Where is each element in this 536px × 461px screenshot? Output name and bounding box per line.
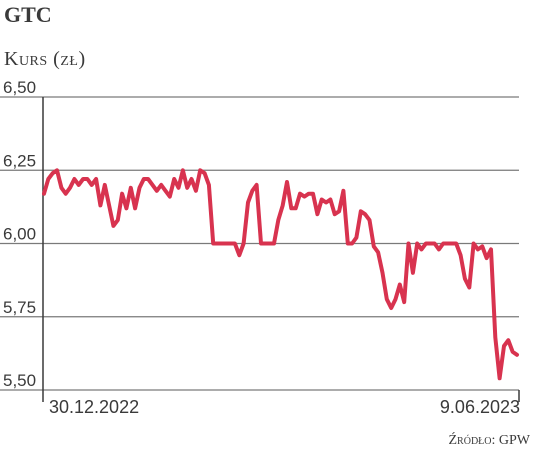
x-tick-end: 9.06.2023 bbox=[440, 397, 520, 417]
x-tick-start: 30.12.2022 bbox=[49, 397, 139, 417]
y-tick-label: 6,25 bbox=[3, 151, 36, 170]
source-note: Źródło: GPW bbox=[449, 431, 531, 448]
y-tick-label: 6,50 bbox=[3, 78, 36, 97]
y-tick-label: 5,50 bbox=[3, 371, 36, 390]
y-tick-label: 6,00 bbox=[3, 225, 36, 244]
price-series-line bbox=[42, 168, 519, 381]
y-axis-ticks: 6,50 6,25 6,00 5,75 5,50 bbox=[3, 78, 36, 390]
y-tick-label: 5,75 bbox=[3, 298, 36, 317]
chart-subtitle: Kurs (zł) bbox=[4, 48, 86, 70]
chart-title: GTC bbox=[4, 2, 52, 27]
